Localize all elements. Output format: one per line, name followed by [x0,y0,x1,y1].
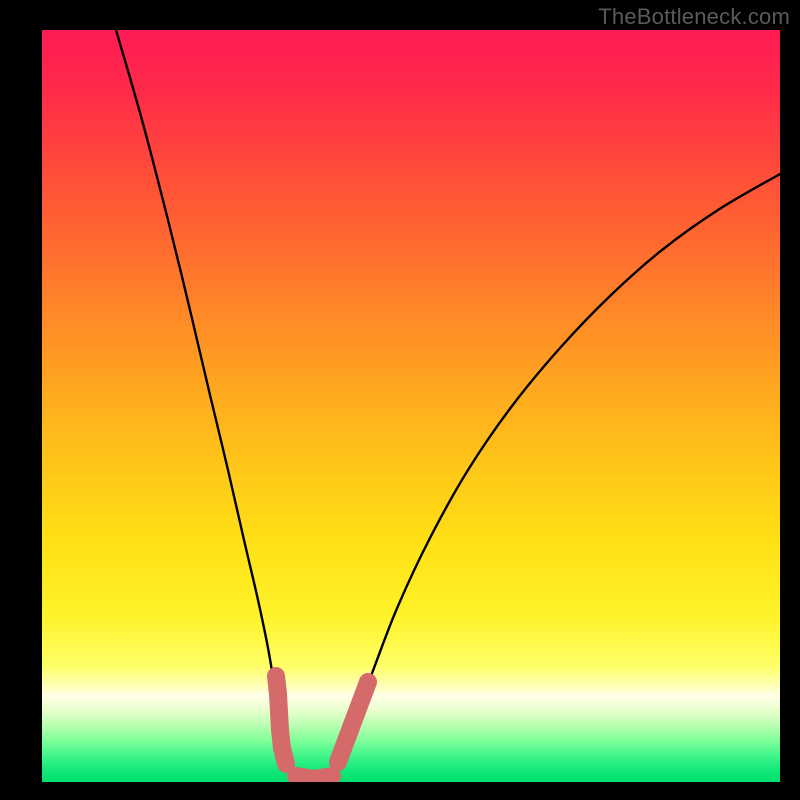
chart-svg [0,0,800,800]
plot-background-gradient [42,30,780,782]
watermark-label: TheBottleneck.com [598,4,790,30]
marker-capsule-left [276,676,286,764]
chart-root: TheBottleneck.com [0,0,800,800]
marker-capsule-bottom [296,776,332,779]
